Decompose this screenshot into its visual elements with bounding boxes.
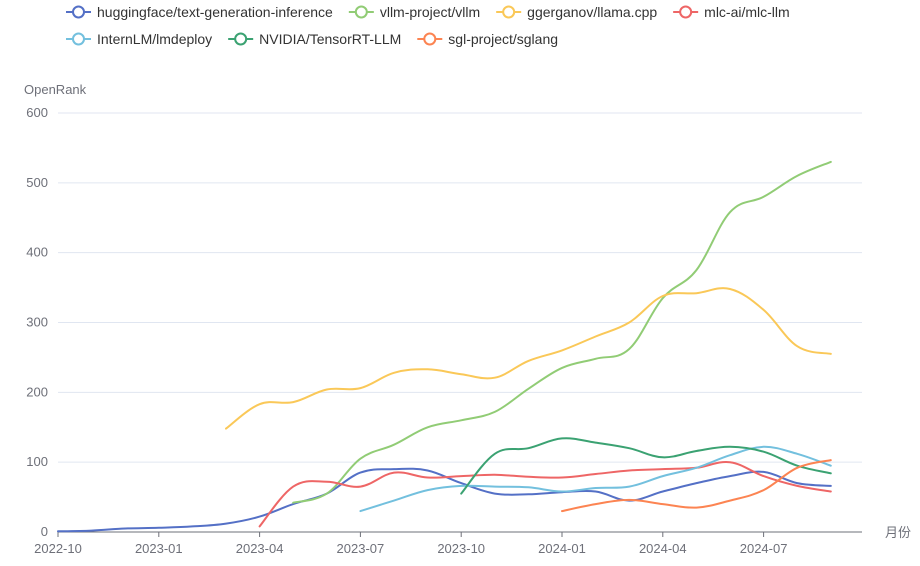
x-tick-label: 2023-04 xyxy=(236,541,284,556)
legend-label: vllm-project/vllm xyxy=(380,4,480,20)
series-line-sgl-project-sglang xyxy=(561,459,832,513)
x-tick-label: 2023-10 xyxy=(437,541,485,556)
y-tick-label: 600 xyxy=(26,105,48,120)
legend-marker xyxy=(72,5,85,19)
x-tick-label: 2024-01 xyxy=(538,541,586,556)
x-tick-label: 2024-07 xyxy=(740,541,788,556)
y-tick-label: 400 xyxy=(26,245,48,260)
legend-marker xyxy=(72,32,85,46)
legend-label: ggerganov/llama.cpp xyxy=(527,4,657,20)
x-axis: 2022-10 2023-01 2023-04 2023-07 2023-10 2024-… xyxy=(34,531,862,556)
legend-item-sgl-project-sglang[interactable]: sgl-project/sglang xyxy=(417,31,558,47)
series-line-vllm-project-vllm xyxy=(292,160,832,504)
legend-item-vllm-project-vllm[interactable]: vllm-project/vllm xyxy=(348,4,480,20)
legend-label: mlc-ai/mlc-llm xyxy=(704,4,790,20)
legend-item-mlc-ai-mlc-llm[interactable]: mlc-ai/mlc-llm xyxy=(673,4,790,20)
y-tick-label: 0 xyxy=(41,524,48,539)
legend-label: huggingface/text-generation-inference xyxy=(97,4,333,20)
series-line-internlm-lmdeploy xyxy=(359,445,832,513)
y-axis-label: OpenRank xyxy=(24,82,87,97)
x-tick-label: 2023-07 xyxy=(337,541,385,556)
legend-marker xyxy=(234,32,248,46)
series-lines xyxy=(57,160,832,533)
series-line-ggerganov-llama-cpp xyxy=(225,287,832,430)
x-axis-label: 月份 xyxy=(885,525,911,540)
legend-item-nvidia-tensorrt-llm[interactable]: NVIDIA/TensorRT-LLM xyxy=(228,31,401,47)
legend-marker xyxy=(502,5,516,19)
legend-marker xyxy=(423,32,437,46)
x-tick-label: 2024-04 xyxy=(639,541,687,556)
legend-label: InternLM/lmdeploy xyxy=(97,31,212,47)
y-tick-label: 100 xyxy=(26,454,48,469)
y-tick-label: 300 xyxy=(26,315,48,330)
legend-marker xyxy=(679,5,693,19)
legend-item-ggerganov-llama-cpp[interactable]: ggerganov/llama.cpp xyxy=(496,4,657,20)
legend: huggingface/text-generation-inference vll… xyxy=(66,4,790,47)
legend-label: NVIDIA/TensorRT-LLM xyxy=(259,31,401,47)
x-tick-label: 2022-10 xyxy=(34,541,82,556)
series-line-mlc-ai-mlc-llm xyxy=(258,460,832,528)
legend-label: sgl-project/sglang xyxy=(448,31,558,47)
legend-item-internlm-lmdeploy[interactable]: InternLM/lmdeploy xyxy=(66,31,212,47)
legend-item-huggingface-text-generation-inference[interactable]: huggingface/text-generation-inference xyxy=(66,4,333,20)
y-tick-label: 200 xyxy=(26,384,48,399)
series-line-nvidia-tensorrt-llm xyxy=(460,437,832,495)
legend-marker xyxy=(354,5,368,19)
x-tick-label: 2023-01 xyxy=(135,541,183,556)
y-tick-label: 500 xyxy=(26,175,48,190)
gridlines xyxy=(58,112,862,463)
y-tick-labels: 0 100 200 300 400 500 600 xyxy=(26,105,48,539)
